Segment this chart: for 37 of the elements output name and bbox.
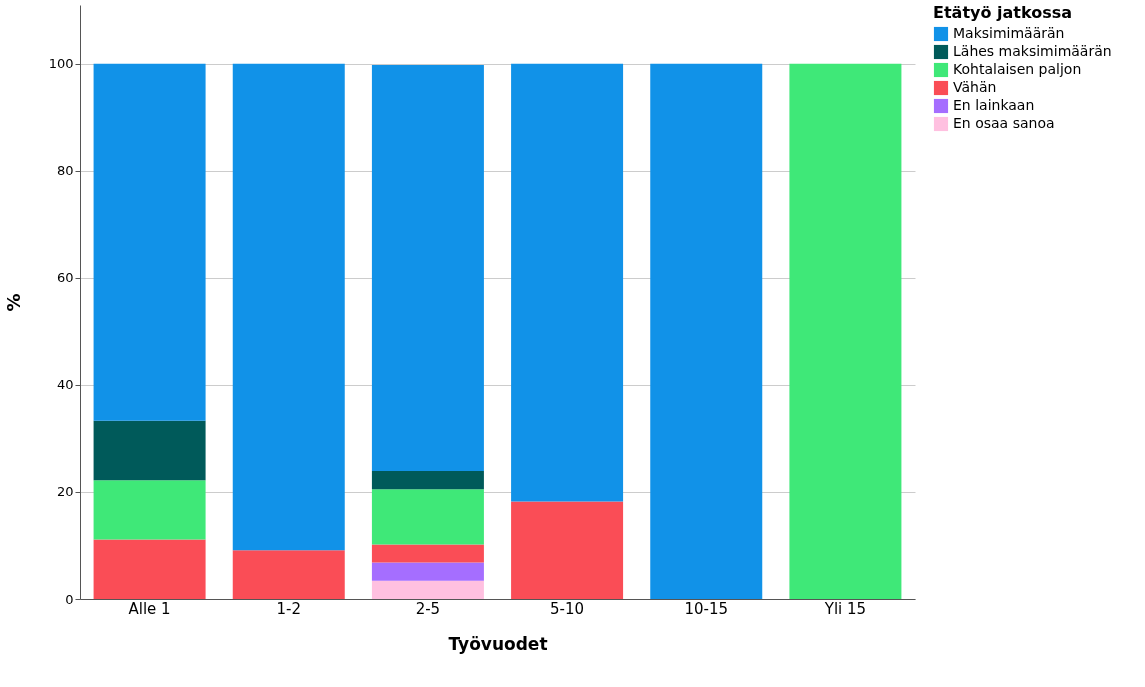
y-tick-label: 0 (65, 591, 74, 607)
legend-label: Lähes maksimimäärän (953, 43, 1112, 59)
bar (232, 63, 345, 551)
legend-label: Maksimimäärän (953, 25, 1065, 41)
bar (93, 63, 206, 421)
x-tick-label: 5-10 (550, 599, 585, 618)
x-tick-label: 1-2 (276, 599, 301, 618)
y-tick-label: 80 (56, 163, 74, 179)
bar (371, 489, 484, 545)
legend-label: En lainkaan (953, 97, 1035, 113)
y-tick-label: 60 (56, 270, 74, 286)
bar (371, 562, 484, 581)
bar (93, 420, 206, 481)
y-tick-label: 100 (48, 56, 74, 72)
x-tick-label: 10-15 (684, 599, 729, 618)
bar (371, 471, 484, 490)
x-axis-title: Työvuodet (448, 633, 548, 654)
bar (511, 63, 624, 502)
legend-label: Kohtalaisen paljon (953, 61, 1082, 77)
legend-title: Etätyö jatkossa (933, 3, 1072, 22)
y-tick-label: 40 (56, 377, 74, 393)
legend-label: Vähän (953, 79, 997, 95)
x-tick-label: 2-5 (415, 599, 441, 618)
bar (93, 539, 206, 599)
bar (789, 63, 902, 599)
bar (232, 550, 345, 599)
y-axis-title: % (2, 293, 24, 312)
legend-label: En osaa sanoa (953, 115, 1055, 131)
bar (93, 480, 206, 540)
bar (371, 580, 484, 599)
y-tick-label: 20 (56, 484, 74, 500)
bar (371, 64, 484, 472)
bar (650, 63, 763, 599)
bar (511, 501, 624, 599)
x-tick-label: Yli 15 (823, 599, 867, 618)
x-tick-label: Alle 1 (128, 599, 171, 618)
bar (371, 544, 484, 563)
